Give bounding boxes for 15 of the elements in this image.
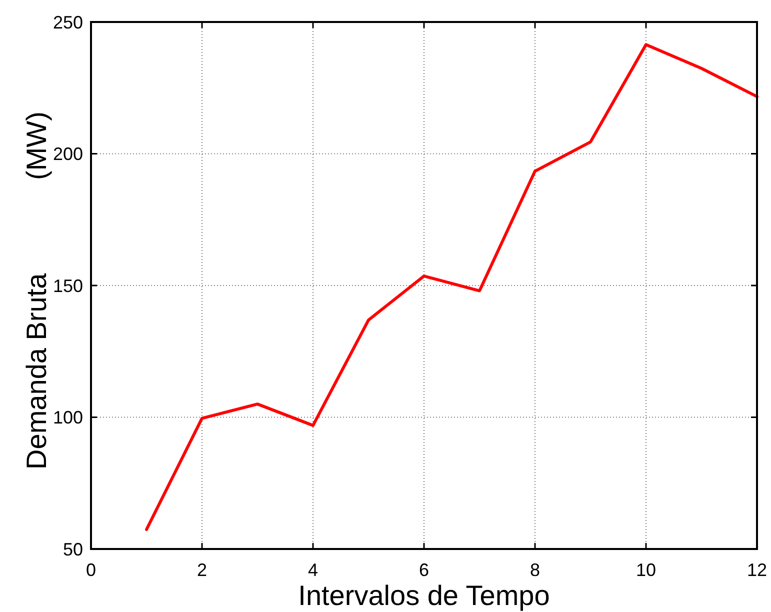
y-axis-title: Demanda Bruta (MW) (21, 112, 52, 470)
x-axis-title: Intervalos de Tempo (298, 580, 550, 611)
y-tick-label: 200 (52, 144, 83, 164)
y-tick-label: 250 (52, 12, 83, 32)
y-tick-label: 100 (52, 408, 83, 428)
x-tick-label: 10 (636, 560, 656, 580)
x-tick-label: 2 (196, 560, 208, 580)
x-tick-label: 4 (308, 560, 318, 580)
x-tick-label: 8 (530, 560, 540, 580)
x-tick-label: 12 (746, 560, 768, 580)
y-tick-label: 150 (52, 276, 83, 296)
x-tick-label: 0 (86, 560, 96, 580)
x-tick-label: 6 (418, 560, 430, 580)
line-series (145, 43, 758, 531)
y-tick-label: 50 (62, 539, 83, 560)
